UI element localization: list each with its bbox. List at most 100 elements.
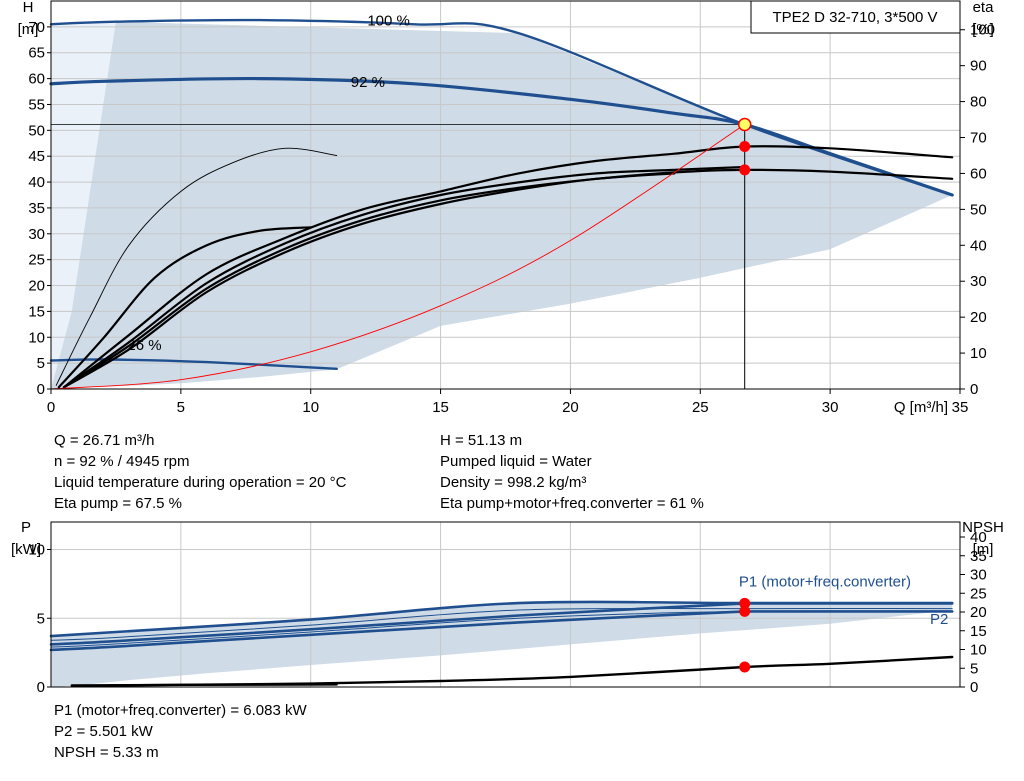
flow-value: Q = 26.71 m³/h: [54, 432, 155, 449]
head-left-tick-label: 65: [28, 45, 45, 62]
head-operating-point-marker: [737, 117, 752, 132]
head-x-tick-label: 30: [822, 399, 839, 416]
head-left-tick-label: 50: [28, 122, 45, 139]
head-x-tick-label: 10: [302, 399, 319, 416]
head-x-tick-label: 25: [692, 399, 709, 416]
head-head-line-3: [49, 76, 954, 197]
head-x-tick-label: 5: [177, 399, 185, 416]
head-left-tick-label: 70: [28, 19, 45, 36]
head-right-tick-label: 60: [970, 165, 987, 182]
head-eta-line-8: [62, 168, 954, 389]
npsh-value: NPSH = 5.33 m: [54, 744, 159, 761]
head-left-tick-label: 60: [28, 71, 45, 88]
chart-title-box: [750, 0, 961, 34]
operating-info-right: H = 51.13 m Pumped liquid = Water Densit…: [440, 430, 704, 514]
head-right-axis-label: [%]: [972, 21, 994, 38]
power-right-tick-label: 35: [970, 548, 987, 565]
pumped-liquid-value: Pumped liquid = Water: [440, 453, 592, 470]
power-power-line-3: [49, 610, 746, 652]
head-right-tick-label: 50: [970, 201, 987, 218]
power-operating-marker: [739, 597, 751, 609]
power-operating-range-area: [51, 603, 953, 687]
power-right-tick-label: 20: [970, 604, 987, 621]
head-left-tick-label: 35: [28, 200, 45, 217]
chart-title: TPE2 D 32-710, 3*500 V: [772, 9, 937, 26]
head-left-tick-label: 25: [28, 252, 45, 269]
power-info: P1 (motor+freq.converter) = 6.083 kW P2 …: [54, 700, 307, 763]
power-plot-frame: [50, 521, 961, 688]
power-curve-label: P1 (motor+freq.converter): [739, 574, 911, 591]
p1-value: P1 (motor+freq.converter) = 6.083 kW: [54, 702, 307, 719]
head-curve-label: 100 %: [367, 12, 410, 29]
head-left-tick-label: 5: [37, 355, 45, 372]
power-power-line-2: [49, 602, 746, 646]
head-x-tick-label: 35: [952, 399, 969, 416]
power-curve-label: P2: [930, 611, 948, 628]
head-head-line-4: [49, 358, 338, 370]
head-left-tick-label: 55: [28, 96, 45, 113]
head-left-tick-label: 0: [37, 381, 45, 398]
power-left-tick-label: 0: [37, 679, 45, 696]
head-operating-marker: [739, 164, 751, 176]
head-x-tick-label: 0: [47, 399, 55, 416]
power-right-tick-label: 30: [970, 567, 987, 584]
head-left-tick-label: 15: [28, 303, 45, 320]
head-left-tick-label: 20: [28, 278, 45, 295]
power-left-axis-label: P: [21, 519, 31, 536]
head-plot-frame: [50, 0, 961, 390]
head-eta-line-6: [57, 226, 312, 389]
head-left-axis-label: H: [23, 0, 34, 16]
head-eta-line-5: [55, 147, 338, 386]
head-x-tick-label: 15: [432, 399, 449, 416]
head-eta-line-7: [62, 145, 954, 389]
power-left-axis-label: [kW]: [11, 541, 41, 558]
density-value: Density = 998.2 kg/m³: [440, 474, 587, 491]
power-operating-marker: [739, 605, 751, 617]
head-operating-range-area: [51, 21, 953, 389]
head-right-tick-label: 30: [970, 273, 987, 290]
power-right-tick-label: 40: [970, 529, 987, 546]
head-curve-label: 92 %: [351, 74, 385, 91]
head-right-axis-label: eta: [973, 0, 995, 16]
liquid-temperature-value: Liquid temperature during operation = 20…: [54, 474, 347, 491]
head-right-tick-label: 100: [970, 22, 995, 39]
head-eta-line-9: [62, 165, 746, 389]
speed-value: n = 92 % / 4945 rpm: [54, 453, 190, 470]
eta-pump-value: Eta pump = 67.5 %: [54, 495, 182, 512]
eta-total-value: Eta pump+motor+freq.converter = 61 %: [440, 495, 704, 512]
head-curve-label: 26 %: [127, 337, 161, 354]
head-right-tick-label: 70: [970, 130, 987, 147]
power-npsh-line-9: [70, 655, 954, 688]
head-value: H = 51.13 m: [440, 432, 523, 449]
head-right-tick-label: 10: [970, 345, 987, 362]
power-right-tick-label: 10: [970, 642, 987, 659]
power-right-tick-label: 15: [970, 623, 987, 640]
head-x-tick-label: 20: [562, 399, 579, 416]
head-right-tick-label: 80: [970, 94, 987, 111]
power-right-axis-label: [m]: [973, 541, 994, 558]
head-eta-line-10: [62, 172, 676, 389]
head-right-tick-label: 40: [970, 237, 987, 254]
head-left-axis-label: [m]: [18, 21, 39, 38]
power-right-tick-label: 0: [970, 679, 978, 696]
head-right-tick-label: 90: [970, 58, 987, 75]
head-x-axis-label: Q [m³/h]: [894, 399, 948, 416]
power-left-tick-label: 10: [28, 542, 45, 559]
head-operating-marker: [739, 141, 751, 152]
head-low-flow-area: [51, 21, 116, 389]
head-right-tick-label: 20: [970, 309, 987, 326]
power-power-line-thin-4: [50, 607, 953, 641]
head-left-tick-label: 45: [28, 148, 45, 165]
head-left-tick-label: 30: [28, 226, 45, 243]
head-left-tick-label: 40: [28, 174, 45, 191]
head-right-tick-label: 0: [970, 381, 978, 398]
head-system-curve-11: [50, 124, 746, 390]
power-right-tick-label: 25: [970, 585, 987, 602]
head-left-tick-label: 10: [28, 329, 45, 346]
p2-value: P2 = 5.501 kW: [54, 723, 153, 740]
power-operating-marker: [739, 661, 751, 673]
operating-info-left: Q = 26.71 m³/h n = 92 % / 4945 rpm Liqui…: [54, 430, 346, 514]
power-right-tick-label: 5: [970, 660, 978, 677]
power-left-tick-label: 5: [37, 610, 45, 627]
